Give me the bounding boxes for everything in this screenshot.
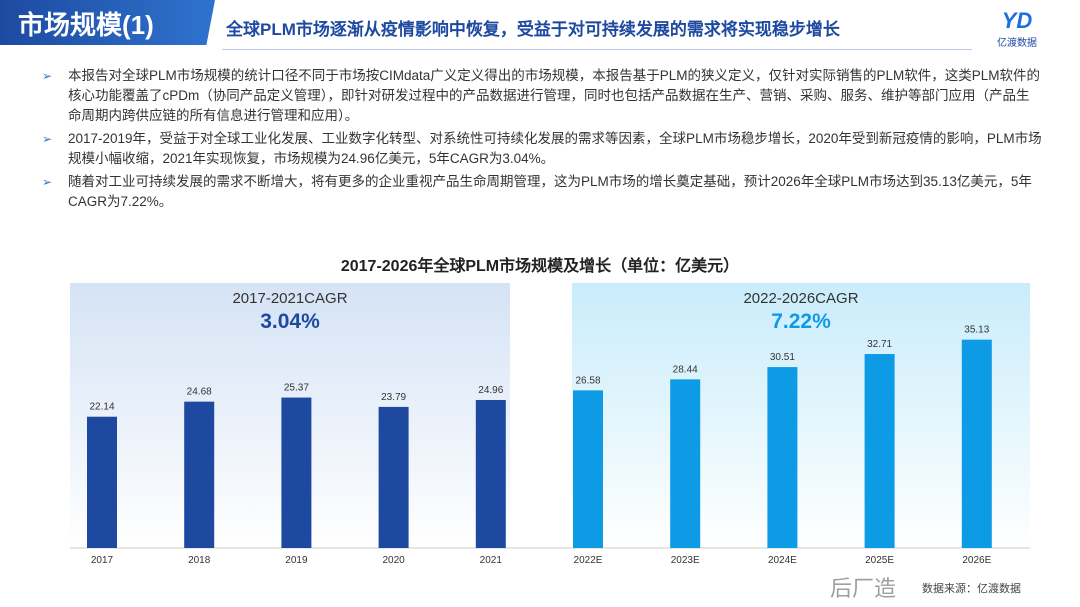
data-label: 28.44 [673, 364, 698, 375]
forecast-panel [572, 283, 1030, 550]
x-tick-label: 2021 [480, 555, 503, 566]
header-title-bg [0, 0, 215, 45]
x-tick-label: 2025E [865, 555, 894, 566]
bullet-list: ➢ 本报告对全球PLM市场规模的统计口径不同于市场按CIMdata广义定义得出的市… [42, 66, 1042, 215]
cagr-value-forecast: 7.22% [771, 310, 831, 333]
header-divider [222, 49, 972, 50]
arrow-icon: ➢ [42, 69, 53, 83]
data-label: 26.58 [575, 375, 600, 386]
watermark: 后厂造 [830, 576, 897, 601]
cagr-label-forecast: 2022-2026CAGR [743, 290, 859, 307]
x-tick-label: 2026E [962, 555, 991, 566]
bar-2026E [961, 339, 992, 548]
bullet-item: ➢ 随着对工业可持续发展的需求不断增大，将有更多的企业重视产品生命周期管理，这为P… [42, 172, 1042, 212]
arrow-icon: ➢ [42, 132, 53, 146]
logo-text: 亿渡数据 [997, 38, 1037, 49]
cagr-value-historical: 3.04% [260, 310, 320, 333]
x-tick-label: 2024E [768, 555, 797, 566]
page-subtitle: 全球PLM市场逐渐从疫情影响中恢复，受益于对可持续发展的需求将实现稳步增长 [226, 20, 840, 39]
bullet-text: 随着对工业可持续发展的需求不断增大，将有更多的企业重视产品生命周期管理，这为PL… [68, 174, 1032, 209]
data-label: 23.79 [381, 392, 406, 403]
data-label: 24.68 [187, 387, 212, 398]
logo-icon: YD [1001, 8, 1033, 33]
arrow-icon: ➢ [42, 175, 53, 189]
source-note: 数据来源：亿渡数据 [922, 583, 1021, 595]
bullet-text: 2017-2019年，受益于对全球工业化发展、工业数字化转型、对系统性可持续化发… [68, 131, 1042, 166]
bar-2021 [475, 399, 506, 548]
data-label: 25.37 [284, 383, 309, 394]
bar-2017 [87, 416, 117, 548]
data-label: 30.51 [770, 352, 795, 363]
bullet-item: ➢ 2017-2019年，受益于对全球工业化发展、工业数字化转型、对系统性可持续化… [42, 129, 1042, 169]
bullet-text: 本报告对全球PLM市场规模的统计口径不同于市场按CIMdata广义定义得出的市场… [68, 68, 1041, 123]
cagr-label-historical: 2017-2021CAGR [232, 290, 348, 307]
x-tick-label: 2020 [382, 555, 405, 566]
x-tick-label: 2019 [285, 555, 308, 566]
bar-2024E [767, 367, 798, 548]
x-tick-label: 2018 [188, 555, 211, 566]
logo: YD 亿渡数据 [992, 8, 1042, 49]
page-title: 市场规模(1) [18, 10, 154, 40]
data-label: 22.14 [89, 402, 114, 413]
bar-2022E [573, 390, 603, 548]
bullet-item: ➢ 本报告对全球PLM市场规模的统计口径不同于市场按CIMdata广义定义得出的市… [42, 66, 1042, 126]
bar-2025E [864, 354, 895, 548]
data-label: 32.71 [867, 339, 892, 350]
bar-2018 [184, 401, 215, 548]
x-tick-label: 2017 [91, 555, 114, 566]
bar-2020 [378, 406, 409, 548]
data-label: 24.96 [478, 385, 503, 396]
x-tick-label: 2023E [671, 555, 700, 566]
data-label: 35.13 [964, 325, 989, 336]
x-tick-label: 2022E [574, 555, 603, 566]
chart-title: 2017-2026年全球PLM市场规模及增长（单位：亿美元） [340, 258, 740, 275]
bar-2019 [281, 397, 312, 548]
bar-2023E [670, 379, 701, 548]
